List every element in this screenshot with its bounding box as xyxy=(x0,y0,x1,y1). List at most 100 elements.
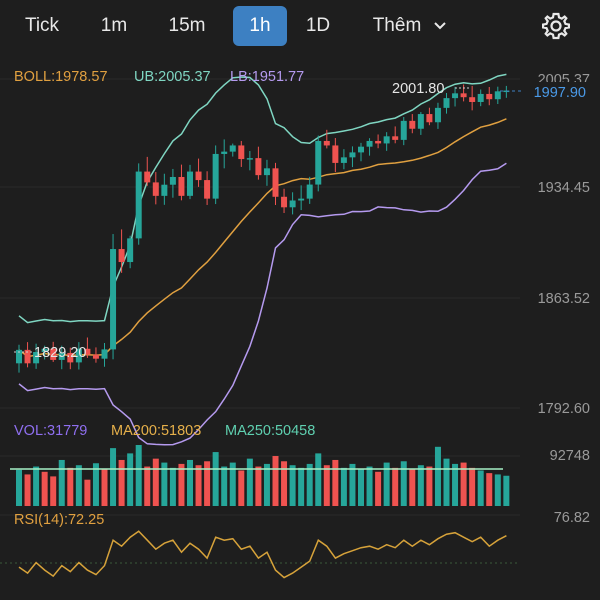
volume-bar xyxy=(340,467,347,506)
candle xyxy=(161,173,168,205)
candle xyxy=(67,347,74,370)
candle xyxy=(118,229,125,273)
rsi-label: RSI(14):72.25 xyxy=(14,512,104,528)
candle-body xyxy=(349,152,356,158)
candle-body xyxy=(332,145,339,163)
volume-bar xyxy=(332,459,339,506)
candle-body xyxy=(178,176,185,196)
candle xyxy=(426,107,433,126)
volume-bar xyxy=(503,475,510,506)
candle xyxy=(272,162,279,205)
volume-bar xyxy=(349,463,356,506)
candle-body xyxy=(187,171,193,196)
tab-1d[interactable]: 1D xyxy=(305,15,331,36)
candle-body xyxy=(75,348,82,363)
volume-bar xyxy=(229,462,236,506)
candle-body xyxy=(358,146,364,153)
candle-body xyxy=(152,182,159,196)
candle xyxy=(212,145,219,205)
volume-bar xyxy=(263,463,270,506)
tab-15m[interactable]: 15m xyxy=(168,15,206,36)
volume-bar xyxy=(255,466,262,506)
candle xyxy=(101,343,108,367)
rsi-indicator xyxy=(18,530,507,579)
candle xyxy=(409,114,416,134)
candle xyxy=(298,185,305,211)
volume-bar xyxy=(67,467,74,506)
candle xyxy=(187,164,193,200)
volume-bar xyxy=(383,462,390,506)
candle-body xyxy=(494,91,501,100)
volume-bar xyxy=(392,467,399,506)
candle-body xyxy=(272,168,279,197)
candle-body xyxy=(110,249,117,350)
price-tick-bottom: 1792.60 xyxy=(538,401,590,417)
gear-icon[interactable] xyxy=(540,10,572,42)
volume-bar xyxy=(281,461,288,506)
candle xyxy=(92,347,99,363)
candle xyxy=(460,84,467,102)
candle-body xyxy=(434,107,441,123)
candle-body xyxy=(50,348,57,360)
candle xyxy=(315,135,322,192)
candle xyxy=(221,139,228,169)
candle xyxy=(323,129,330,149)
candlestick-series xyxy=(16,84,510,373)
candle xyxy=(306,176,313,204)
candle-body xyxy=(315,140,322,185)
tab-1m[interactable]: 1m xyxy=(100,15,128,36)
candle xyxy=(178,164,185,201)
candle xyxy=(84,337,91,358)
candle-body xyxy=(41,348,48,353)
candle xyxy=(392,126,399,144)
candle-body xyxy=(486,93,493,100)
volume-bar xyxy=(101,469,108,506)
candle-body xyxy=(426,114,433,123)
boll-upper-label: UB:2005.37 xyxy=(134,69,211,85)
volume-bar xyxy=(58,459,65,506)
candle-body xyxy=(400,120,407,140)
candle xyxy=(50,341,57,362)
candle xyxy=(127,235,134,269)
candle-body xyxy=(161,184,168,196)
candle-body xyxy=(144,171,151,183)
volume-bar xyxy=(298,467,305,506)
last-price-value: 1997.90 xyxy=(534,85,586,101)
volume-bar xyxy=(469,467,476,506)
candle xyxy=(349,146,356,168)
candle xyxy=(169,168,176,198)
boll-label: BOLL:1978.57 xyxy=(14,69,108,85)
candle xyxy=(477,89,484,107)
volume-bar xyxy=(110,448,117,506)
vol-label: VOL:31779 xyxy=(14,423,87,439)
candle-body xyxy=(306,184,313,199)
candle xyxy=(358,142,364,162)
volume-bar xyxy=(477,470,484,506)
chevron-down-icon xyxy=(434,22,446,30)
candle-body xyxy=(281,196,288,208)
candle-body xyxy=(323,140,330,146)
candle xyxy=(366,138,373,156)
candle xyxy=(332,138,339,173)
candle-body xyxy=(204,180,211,199)
volume-bar xyxy=(92,463,99,506)
more-menu-button[interactable]: Thêm xyxy=(360,6,460,46)
candle xyxy=(75,342,82,370)
chart-grid xyxy=(0,78,520,564)
volume-bar xyxy=(315,453,322,506)
candle-body xyxy=(340,157,347,163)
candle-body xyxy=(212,153,219,199)
volume-bar xyxy=(486,473,493,506)
volume-bar xyxy=(289,465,296,506)
candle-body xyxy=(238,145,245,160)
tab-1h[interactable]: 1h xyxy=(233,6,287,46)
volume-bar xyxy=(118,459,125,506)
volume-bar xyxy=(50,476,57,506)
volume-bar xyxy=(84,479,91,506)
volume-bar xyxy=(452,463,459,506)
volume-bar xyxy=(144,466,151,506)
candle-body xyxy=(263,168,270,176)
tab-tick[interactable]: Tick xyxy=(24,15,60,36)
candle xyxy=(281,188,288,214)
